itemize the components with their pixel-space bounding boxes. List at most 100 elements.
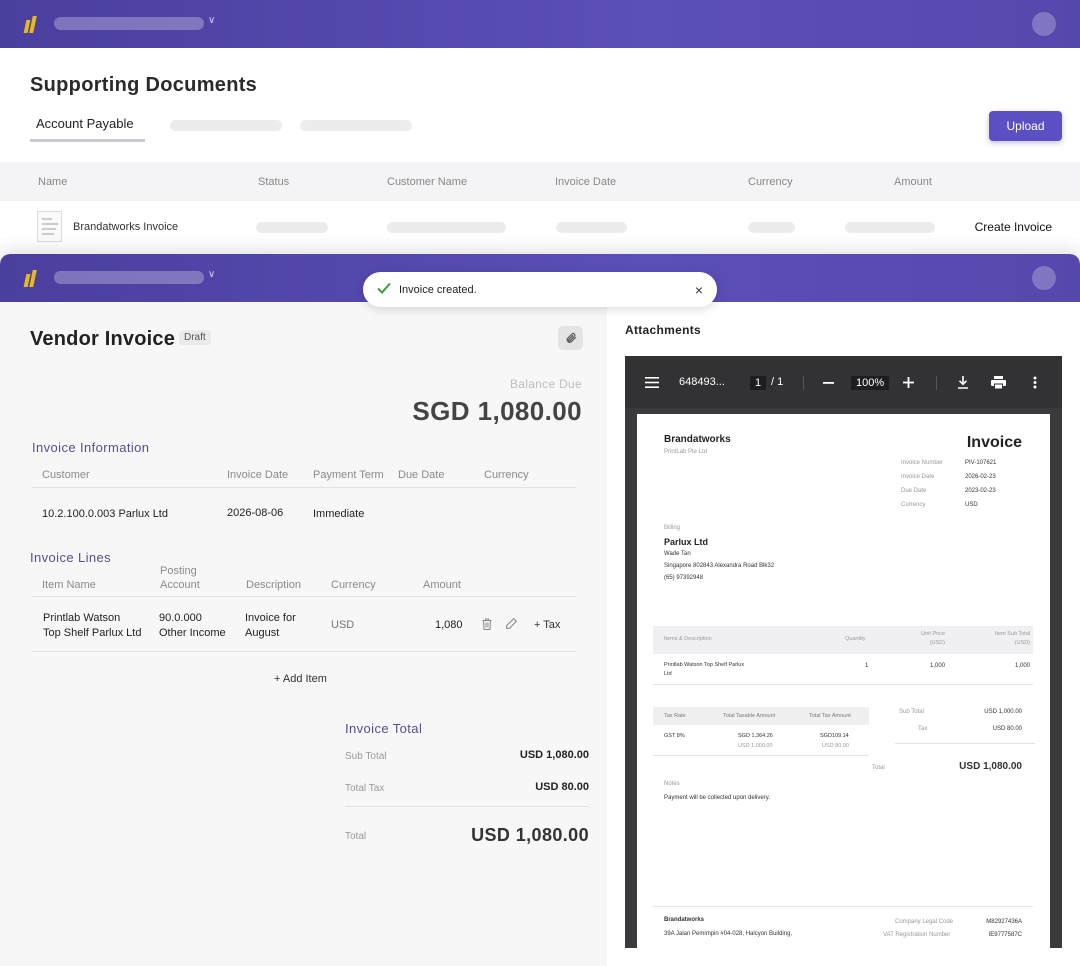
column-customer: Customer [42,469,90,481]
doc-vendor-sub: PrintLab Pte Ltd [664,449,708,455]
attachments-panel: Attachments 648493... 1 / 1 100% Brandat… [607,302,1080,966]
invoice-date-value[interactable]: 2026-08-06 [227,507,284,519]
total-label: Total [345,831,367,842]
tab-account-payable[interactable]: Account Payable [30,116,145,142]
download-icon[interactable] [957,376,969,389]
column-header-currency: Currency [748,176,793,188]
zoom-level-input[interactable]: 100% [851,376,890,390]
doc-tax-value: USD 80.00 [992,726,1022,732]
total-tax-label: Total Tax [345,783,385,794]
doc-item-desc-cont: Ltd [664,671,672,677]
payment-term-value[interactable]: Immediate [313,508,365,520]
avatar[interactable] [1032,266,1056,290]
doc-bill-contact: Wade Tan [664,551,691,557]
table-row[interactable]: Brandatworks Invoice Create Invoice [0,201,1080,253]
avatar[interactable] [1032,12,1056,36]
column-payment-term: Payment Term [313,469,384,481]
paperclip-icon [566,332,576,343]
doc-items-col-unit: Unit Price [921,631,945,637]
doc-notes-label: Notes [664,781,680,787]
doc-meta-label: Invoice Date [901,474,935,480]
tab-placeholder[interactable] [170,120,282,131]
column-amount: Amount [423,579,461,591]
divider [32,487,576,488]
balance-due-value: SGD 1,080.00 [412,396,582,426]
print-icon[interactable] [991,376,1006,389]
item-name-line1[interactable]: Printlab Watson [43,612,121,624]
doc-items-header-band [653,626,1033,654]
line-amount[interactable]: 1,080 [435,619,463,631]
doc-notes: Payment will be collected upon delivery. [664,795,770,801]
doc-tax-amount-usd: USD 80.00 [822,743,849,749]
invoice-lines-heading: Invoice Lines [30,550,112,565]
posting-account-line1[interactable]: 90.0.000 [159,612,202,624]
invoice-total-heading: Invoice Total [345,721,423,736]
doc-legal-value: M82927436A [986,919,1022,925]
doc-divider [653,906,1033,907]
doc-meta-value: 2026-02-23 [965,474,996,480]
doc-items-col-unit-currency: (USD) [929,640,945,646]
app-logo-icon[interactable] [23,16,37,33]
doc-items-col-subtotal: Item Sub Total [994,631,1030,637]
doc-item-unit: 1,000 [929,663,945,669]
document-name[interactable]: Brandatworks Invoice [73,221,179,233]
doc-subtotal-value: USD 1,000.00 [984,709,1022,715]
sub-total-label: Sub Total [345,751,387,762]
doc-footer-address: 39A Jalan Pemimpin #04-028, Halcyon Buil… [664,931,793,937]
doc-tax-col-taxable: Total Taxable Amount [723,713,776,719]
pdf-page: Brandatworks PrintLab Pte Ltd Invoice In… [637,414,1050,948]
column-item-name: Item Name [42,579,96,591]
description-line2[interactable]: August [245,627,280,639]
doc-vat-value: IE9777587C [988,932,1022,938]
doc-tax-amount: SGD109.14 [820,733,849,739]
add-tax-button[interactable]: + Tax [534,619,561,631]
customer-placeholder [387,222,506,233]
more-options-icon[interactable] [1033,376,1037,389]
column-posting-account-line2: Account [160,579,200,591]
workspace-selector[interactable] [54,17,204,30]
doc-divider [653,755,869,756]
column-currency: Currency [331,579,376,591]
amount-placeholder [845,222,935,233]
workspace-selector[interactable] [54,271,204,284]
doc-meta-label: Due Date [901,488,927,494]
pencil-icon[interactable] [505,617,518,630]
chevron-down-icon[interactable]: ∨ [208,269,216,280]
doc-items-col-desc: Items & Description [664,636,712,642]
close-icon[interactable]: × [694,282,703,298]
page-title: Supporting Documents [30,74,258,96]
doc-items-col-qty: Quantity [845,636,866,642]
document-thumbnail[interactable] [37,211,62,242]
trash-icon[interactable] [481,617,493,631]
doc-footer-name: Brandatworks [664,917,705,923]
description-line1[interactable]: Invoice for [245,612,296,624]
zoom-out-icon[interactable] [823,382,834,384]
menu-icon[interactable] [645,377,659,388]
doc-total-label: Total [872,765,885,771]
doc-bill-phone: (65) 97392948 [664,575,704,581]
grand-total-value: USD 1,080.00 [471,825,589,845]
doc-tax-label: Tax [918,726,928,732]
doc-item-subtotal: 1,000 [1014,663,1030,669]
doc-bill-address: Singapore 802843 Alexandra Road Blk32 [664,563,775,569]
page-number-input[interactable]: 1 [750,376,767,390]
column-currency: Currency [484,469,529,481]
line-currency[interactable]: USD [331,619,355,631]
attach-button[interactable] [558,326,583,350]
customer-value[interactable]: 10.2.100.0.003 Parlux Ltd [42,508,168,520]
posting-account-line2[interactable]: Other Income [159,627,226,639]
zoom-in-icon[interactable] [903,377,914,388]
divider [345,806,589,807]
invoice-information-heading: Invoice Information [32,440,150,455]
top-navbar: ∨ [0,0,1080,48]
chevron-down-icon[interactable]: ∨ [208,15,216,26]
sub-total-value: USD 1,080.00 [519,749,589,761]
add-item-button[interactable]: + Add Item [274,673,327,685]
pdf-viewer[interactable]: 648493... 1 / 1 100% Brandatworks PrintL… [625,356,1062,948]
tab-placeholder[interactable] [300,120,412,131]
item-name-line2[interactable]: Top Shelf Parlux Ltd [43,627,142,639]
upload-button[interactable]: Upload [989,111,1062,141]
app-logo-icon[interactable] [23,270,37,287]
status-badge: Draft [179,330,211,345]
create-invoice-link[interactable]: Create Invoice [974,220,1052,234]
